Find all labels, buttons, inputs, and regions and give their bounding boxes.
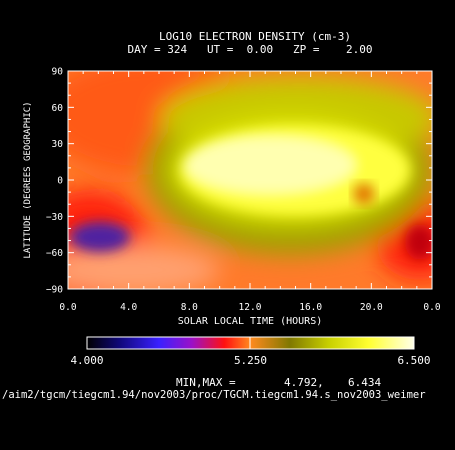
x-tick-label: 20.0 xyxy=(360,302,383,313)
max-value: 6.434 xyxy=(348,376,381,389)
y-tick-label: −30 xyxy=(46,212,63,223)
x-tick-label: 8.0 xyxy=(181,302,198,313)
footer-path: /aim2/tgcm/tiegcm1.94/nov2003/proc/TGCM.… xyxy=(2,389,426,401)
heatmap-field xyxy=(68,71,432,289)
colorbar-tick-label: 5.250 xyxy=(234,354,267,367)
y-axis-label: LATITUDE (DEGREES GEOGRAPHIC) xyxy=(23,101,33,258)
x-tick-label: 0.0 xyxy=(423,302,440,313)
y-tick-label: 60 xyxy=(52,103,64,114)
y-tick-label: 0 xyxy=(57,176,63,187)
x-tick-label: 4.0 xyxy=(120,302,137,313)
y-tick-label: −90 xyxy=(46,285,63,296)
x-tick-label: 12.0 xyxy=(239,302,262,313)
chart-title: LOG10 ELECTRON DENSITY (cm-3) xyxy=(159,30,351,43)
x-tick-label: 16.0 xyxy=(299,302,322,313)
y-tick-label: −60 xyxy=(46,248,63,259)
y-tick-label: 30 xyxy=(52,139,64,150)
colorbar-tick-label: 6.500 xyxy=(397,354,430,367)
colorbar-tick-label: 4.000 xyxy=(70,354,103,367)
y-axis: 90 60 30 0 −30 −60 −90 xyxy=(46,67,432,296)
min-max-label: MIN,MAX = xyxy=(176,376,236,389)
chart-subtitle: DAY = 324 UT = 0.00 ZP = 2.00 xyxy=(127,43,372,56)
x-axis-label: SOLAR LOCAL TIME (HOURS) xyxy=(178,316,323,327)
x-tick-label: 0.0 xyxy=(59,302,76,313)
colorbar-ticks: 4.000 5.250 6.500 xyxy=(70,354,430,367)
y-tick-label: 90 xyxy=(52,67,64,78)
x-axis: 0.0 4.0 8.0 12.0 16.0 20.0 0.0 xyxy=(59,71,441,313)
min-value: 4.792, xyxy=(284,376,324,389)
